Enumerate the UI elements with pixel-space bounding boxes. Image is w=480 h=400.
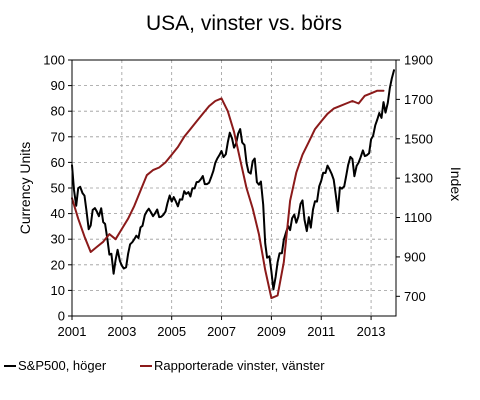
- grid-lines: [72, 60, 396, 316]
- right-tick-label: 1700: [404, 92, 433, 107]
- left-tick-label: 80: [51, 104, 65, 119]
- x-tick-label: 2009: [257, 324, 286, 339]
- legend-label-2: Rapporterade vinster, vänster: [154, 358, 325, 373]
- series-line-1: [71, 69, 395, 291]
- left-tick-label: 30: [51, 232, 65, 247]
- left-tick-label: 20: [51, 257, 65, 272]
- left-tick-label: 10: [51, 283, 65, 298]
- right-tick-label: 700: [404, 289, 426, 304]
- right-tick-label: 1900: [404, 53, 433, 68]
- series-layer: [71, 69, 395, 300]
- legend-label-1: S&P500, höger: [18, 358, 107, 373]
- left-tick-label: 40: [51, 206, 65, 221]
- left-tick-label: 70: [51, 129, 65, 144]
- right-tick-label: 900: [404, 249, 426, 264]
- x-tick-label: 2011: [307, 324, 335, 339]
- right-tick-label: 1500: [404, 131, 433, 146]
- left-tick-label: 90: [51, 78, 65, 93]
- right-tick-label: 1100: [404, 210, 432, 225]
- x-tick-label: 2005: [157, 324, 186, 339]
- left-tick-label: 50: [51, 181, 65, 196]
- x-tick-label: 2007: [207, 324, 236, 339]
- chart-title: USA, vinster vs. börs: [146, 12, 342, 35]
- right-axis-label: Index: [448, 167, 464, 201]
- legend: S&P500, höger Rapporterade vinster, vänst…: [4, 358, 325, 373]
- left-axis: 0 10 20 30 40 50 60 70 80 90 100: [43, 53, 72, 324]
- x-tick-label: 2001: [58, 324, 87, 339]
- left-tick-label: 0: [58, 309, 65, 324]
- right-axis: 700 900 1100 1300 1500 1700 1900: [396, 53, 433, 304]
- x-tick-label: 2013: [357, 324, 386, 339]
- series-line-2: [71, 89, 385, 300]
- left-axis-label: Currency Units: [17, 142, 33, 235]
- left-tick-label: 60: [51, 155, 65, 170]
- right-tick-label: 1300: [404, 171, 433, 186]
- left-tick-label: 100: [43, 53, 65, 68]
- x-axis: 2001 2003 2005 2007 2009 2011 2013: [58, 316, 386, 339]
- x-tick-label: 2003: [107, 324, 136, 339]
